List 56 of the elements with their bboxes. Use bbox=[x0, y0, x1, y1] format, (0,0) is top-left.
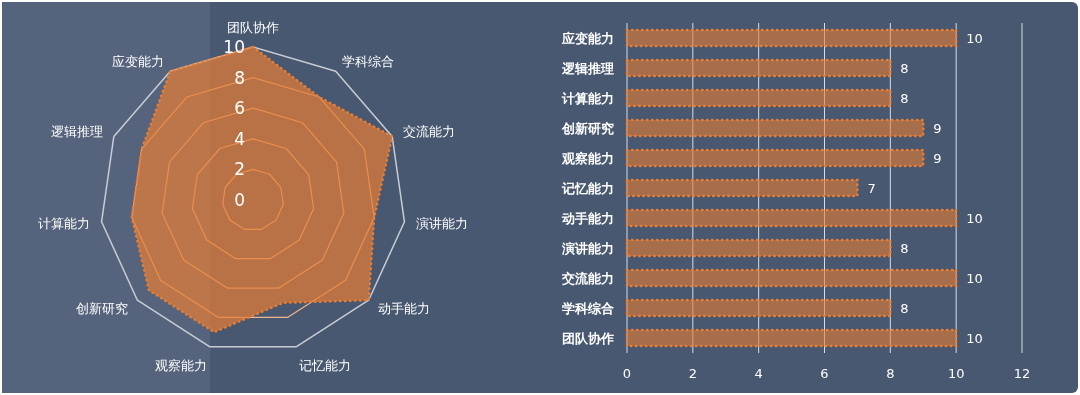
bar bbox=[625, 58, 892, 78]
bar bbox=[625, 28, 958, 48]
bar bbox=[625, 208, 958, 228]
spoke-label: 逻辑推理 bbox=[50, 124, 103, 140]
y-tick-label: 8 bbox=[234, 67, 245, 88]
spoke-label: 计算能力 bbox=[37, 216, 90, 232]
x-tick-label: 4 bbox=[754, 366, 763, 381]
data-label: 7 bbox=[867, 181, 876, 196]
bar bbox=[625, 328, 958, 348]
bar bbox=[625, 238, 892, 258]
bar bbox=[625, 178, 859, 198]
spoke-label: 动手能力 bbox=[377, 301, 430, 317]
spoke-label: 创新研究 bbox=[76, 301, 129, 317]
y-tick-label: 记忆能力 bbox=[561, 181, 614, 196]
y-tick-label: 交流能力 bbox=[561, 271, 614, 286]
x-tick-label: 0 bbox=[622, 366, 632, 381]
y-tick-label: 2 bbox=[234, 159, 245, 180]
spoke-label: 学科综合 bbox=[342, 54, 395, 70]
y-tick-label: 4 bbox=[234, 128, 245, 149]
data-label: 8 bbox=[900, 61, 909, 76]
bar bbox=[625, 88, 892, 108]
bar bbox=[625, 298, 892, 318]
data-label: 8 bbox=[900, 91, 909, 106]
x-tick-label: 10 bbox=[947, 366, 965, 381]
y-tick-label: 逻辑推理 bbox=[561, 61, 614, 76]
y-tick-label: 动手能力 bbox=[561, 211, 614, 226]
data-label: 9 bbox=[933, 121, 942, 136]
bar bbox=[625, 118, 925, 138]
y-tick-label: 观察能力 bbox=[561, 151, 614, 166]
y-tick-label: 学科综合 bbox=[562, 301, 614, 316]
y-tick-label: 计算能力 bbox=[561, 91, 614, 106]
data-label: 10 bbox=[966, 271, 983, 286]
y-tick-label: 创新研究 bbox=[561, 121, 614, 136]
bar bbox=[625, 148, 925, 168]
data-label: 10 bbox=[966, 211, 983, 226]
spoke-label: 演讲能力 bbox=[416, 216, 469, 232]
x-tick-label: 6 bbox=[820, 366, 829, 381]
data-label: 10 bbox=[966, 31, 983, 46]
y-tick-label: 应变能力 bbox=[561, 31, 614, 46]
y-tick-label: 6 bbox=[234, 98, 245, 119]
x-tick-label: 8 bbox=[886, 366, 895, 381]
y-tick-label: 演讲能力 bbox=[561, 241, 614, 256]
y-tick-label: 10 bbox=[223, 37, 245, 57]
bar bbox=[625, 268, 958, 288]
data-label: 9 bbox=[933, 151, 942, 166]
spoke-label: 记忆能力 bbox=[299, 358, 352, 374]
data-label: 8 bbox=[900, 301, 909, 316]
spoke-label: 交流能力 bbox=[403, 124, 456, 140]
data-label: 8 bbox=[900, 241, 909, 256]
data-label: 10 bbox=[966, 331, 983, 346]
y-tick-label: 团队协作 bbox=[562, 331, 614, 346]
y-tick-label: 0 bbox=[234, 190, 245, 210]
x-tick-label: 2 bbox=[688, 366, 697, 381]
x-tick-label: 12 bbox=[1013, 366, 1031, 381]
spoke-label: 应变能力 bbox=[111, 54, 164, 70]
spoke-label: 观察能力 bbox=[154, 358, 207, 374]
